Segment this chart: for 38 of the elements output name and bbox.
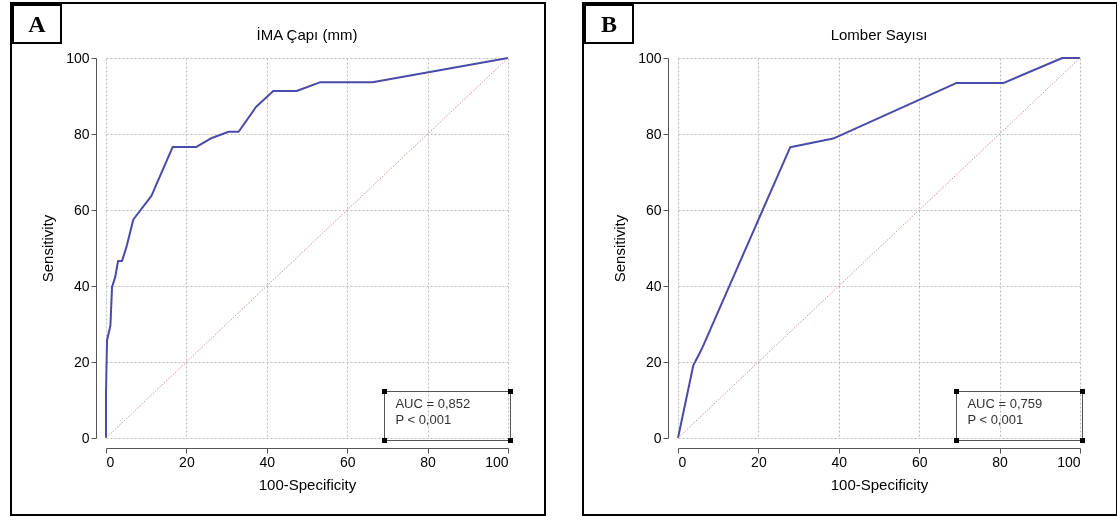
annotation: P < 0,001	[967, 412, 1025, 429]
y-tick-label: 80	[645, 125, 662, 142]
x-tick-label: 100	[485, 453, 509, 470]
x-tick-label: 80	[420, 453, 437, 470]
y-axis-title: Sensitivity	[39, 214, 57, 283]
x-tick-label: 0	[106, 453, 115, 470]
x-tick-label: 20	[751, 453, 767, 470]
x-tick-label: 0	[678, 453, 687, 470]
x-tick-label: 40	[259, 453, 276, 470]
text: B	[584, 4, 634, 44]
chart-title: Lomber Sayısı	[830, 26, 928, 43]
y-axis-title: Sensitivity	[611, 214, 629, 283]
y-tick-label: 20	[73, 353, 90, 370]
annotation: AUC = 0,759	[967, 396, 1043, 413]
x-axis-title: 100-Specificity	[258, 475, 357, 493]
y-tick-label: 20	[645, 353, 662, 370]
y-tick-label: 100	[638, 49, 662, 66]
y-tick-label: 60	[73, 201, 90, 218]
x-tick-label: 60	[339, 453, 356, 470]
y-tick-label: 80	[73, 125, 90, 142]
x-tick-label: 60	[911, 453, 928, 470]
chart-title: İMA Çapı (mm)	[256, 26, 358, 43]
text: A	[12, 4, 62, 44]
x-tick-label: 20	[179, 453, 195, 470]
line-series	[105, 57, 509, 439]
annotation: AUC = 0,852	[395, 396, 471, 413]
x-axis-title: 100-Specificity	[830, 475, 929, 493]
x-tick-label: 100	[1057, 453, 1081, 470]
line-series	[677, 57, 1081, 439]
y-tick-label: 0	[653, 429, 662, 446]
y-tick-label: 40	[645, 277, 662, 294]
x-tick-label: 80	[992, 453, 1009, 470]
annotation: P < 0,001	[395, 412, 453, 429]
y-tick-label: 40	[73, 277, 90, 294]
y-tick-label: 0	[81, 429, 90, 446]
y-tick-label: 60	[645, 201, 662, 218]
x-tick-label: 40	[831, 453, 848, 470]
y-tick-label: 100	[66, 49, 90, 66]
